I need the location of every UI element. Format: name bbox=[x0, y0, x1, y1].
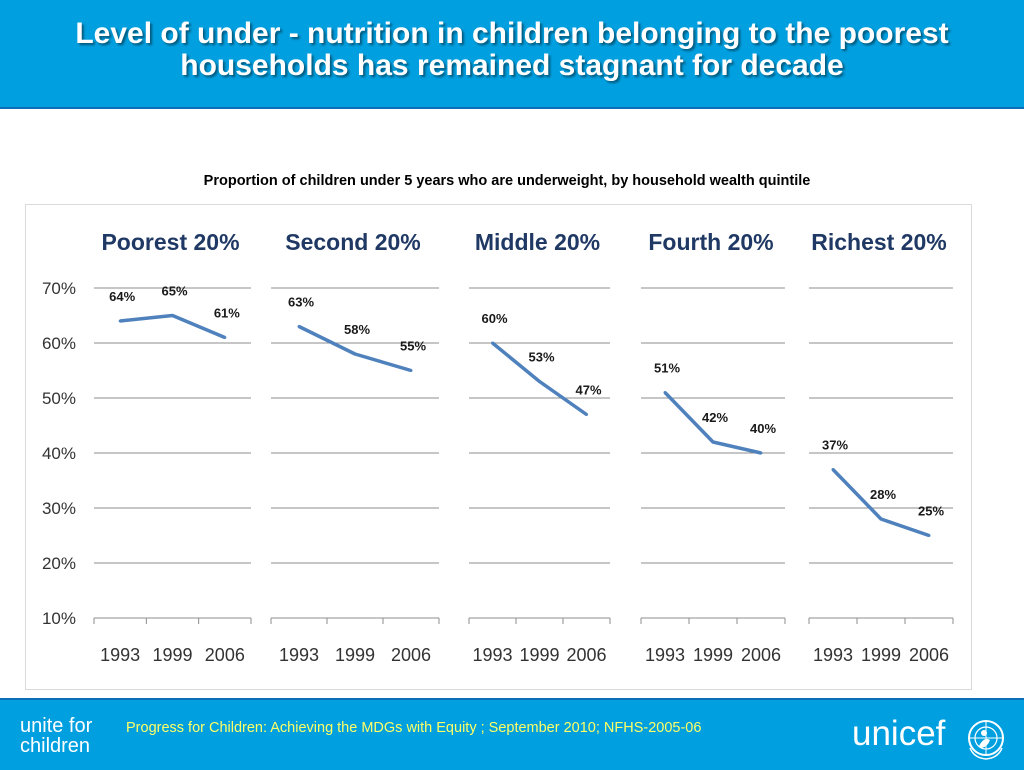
panel-title: Middle 20% bbox=[475, 229, 600, 255]
y-tick-label: 50% bbox=[42, 389, 76, 408]
panel-title: Richest 20% bbox=[811, 229, 947, 255]
data-label: 47% bbox=[575, 383, 601, 398]
data-point bbox=[879, 517, 883, 521]
y-tick-label: 10% bbox=[42, 609, 76, 628]
data-label: 61% bbox=[214, 306, 240, 321]
y-tick-label: 30% bbox=[42, 499, 76, 518]
data-label: 65% bbox=[161, 284, 187, 299]
data-label: 25% bbox=[918, 504, 944, 519]
chart-subtitle: Proportion of children under 5 years who… bbox=[203, 173, 811, 189]
x-tick-label: 2006 bbox=[909, 645, 949, 665]
x-tick-label: 2006 bbox=[741, 645, 781, 665]
data-label: 40% bbox=[750, 421, 776, 436]
data-point bbox=[297, 325, 301, 328]
data-point bbox=[118, 319, 122, 323]
x-tick-label: 2006 bbox=[391, 645, 431, 665]
data-point bbox=[223, 336, 227, 339]
unicef-logo-text: unicef bbox=[852, 714, 946, 753]
panel-title: Poorest 20% bbox=[101, 229, 239, 255]
x-tick-label: 1999 bbox=[693, 645, 733, 665]
y-tick-label: 20% bbox=[42, 554, 76, 573]
data-label: 42% bbox=[702, 410, 728, 425]
data-point bbox=[538, 380, 541, 383]
footer-line-2: children bbox=[20, 735, 91, 757]
data-label: 64% bbox=[109, 289, 135, 304]
slide-title: Level of under - nutrition in children b… bbox=[75, 17, 949, 82]
series-line bbox=[119, 313, 226, 340]
x-tick-label: 2006 bbox=[205, 645, 245, 665]
data-point bbox=[663, 391, 667, 394]
data-label: 28% bbox=[870, 487, 896, 502]
data-point bbox=[409, 369, 413, 372]
x-tick-label: 1999 bbox=[152, 645, 192, 665]
x-tick-label: 1993 bbox=[813, 645, 853, 665]
data-label: 63% bbox=[288, 295, 314, 310]
data-point bbox=[491, 341, 494, 345]
data-label: 53% bbox=[528, 350, 554, 365]
x-tick-label: 1993 bbox=[645, 645, 685, 665]
title-banner: Level of under - nutrition in children b… bbox=[0, 0, 1024, 109]
data-point bbox=[171, 314, 174, 317]
panel-title: Fourth 20% bbox=[648, 229, 773, 255]
panel-title: Second 20% bbox=[285, 229, 421, 255]
unite-for-children-logo: unite for children bbox=[20, 716, 92, 756]
data-label: 55% bbox=[400, 339, 426, 354]
unicef-emblem-icon bbox=[968, 720, 1004, 760]
data-point bbox=[353, 352, 357, 356]
data-point bbox=[927, 534, 931, 537]
y-tick-label: 70% bbox=[42, 279, 76, 298]
x-tick-label: 1993 bbox=[100, 645, 140, 665]
x-tick-label: 1999 bbox=[519, 645, 559, 665]
footer-banner: unite for children Progress for Children… bbox=[0, 698, 1024, 770]
data-label: 58% bbox=[344, 322, 370, 337]
data-point bbox=[759, 451, 763, 455]
data-label: 51% bbox=[654, 361, 680, 376]
series-line bbox=[831, 468, 930, 538]
data-label: 37% bbox=[822, 438, 848, 453]
x-tick-label: 2006 bbox=[566, 645, 606, 665]
x-tick-label: 1993 bbox=[472, 645, 512, 665]
chart-frame: 10% 20% 30% 40% 50% 60% 70% Poorest 20% 64% 1993 6… bbox=[25, 204, 972, 690]
source-citation: Progress for Children: Achieving the MDG… bbox=[126, 720, 702, 736]
x-tick-label: 1993 bbox=[279, 645, 319, 665]
data-point bbox=[711, 440, 715, 444]
data-point bbox=[585, 413, 588, 416]
x-tick-label: 1999 bbox=[335, 645, 375, 665]
x-tick-label: 1999 bbox=[861, 645, 901, 665]
y-tick-label: 40% bbox=[42, 444, 76, 463]
footer-line-1: unite for bbox=[20, 715, 93, 737]
data-label: 60% bbox=[481, 311, 507, 326]
y-tick-label: 60% bbox=[42, 334, 76, 353]
data-point bbox=[831, 468, 835, 471]
chart-svg: 10% 20% 30% 40% 50% 60% 70% Poorest 20% 64% 1993 6… bbox=[42, 229, 954, 665]
